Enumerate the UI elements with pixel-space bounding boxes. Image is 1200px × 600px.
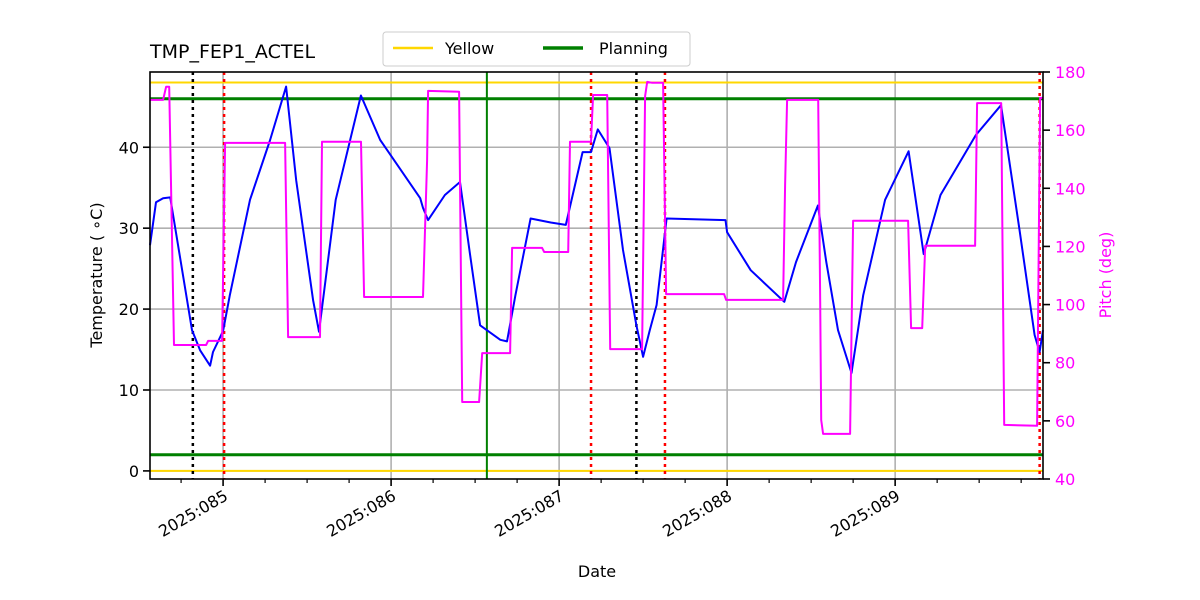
chart-title: TMP_FEP1_ACTEL (149, 41, 315, 63)
data-series (149, 80, 1044, 435)
legend-box (382, 31, 691, 67)
y-right-tick-label: 160 (1055, 121, 1086, 140)
y-right-tick-label: 60 (1055, 412, 1075, 431)
legend-label-yellow: Yellow (444, 39, 494, 58)
x-axis-label: Date (578, 562, 616, 581)
legend: Yellow Planning (382, 31, 691, 67)
y-right-tick-label: 80 (1055, 354, 1075, 373)
y-right-tick-label: 180 (1055, 63, 1086, 82)
y-axis-label-right: Pitch (deg) (1096, 232, 1115, 319)
temperature-line (149, 85, 1044, 374)
limit-lines (150, 81, 1043, 472)
y-tick-label: 0 (129, 462, 139, 481)
axes-frame (149, 71, 1044, 480)
y-axis-ticks-left: 0 10 20 30 40 (119, 138, 150, 481)
y-right-tick-label: 120 (1055, 237, 1086, 256)
y-right-tick-label: 40 (1055, 470, 1075, 489)
y-axis-label-left: Temperature ( ∘C) (87, 202, 106, 348)
y-tick-label: 40 (119, 138, 139, 157)
legend-label-planning: Planning (599, 39, 668, 58)
y-axis-ticks-right: 40 60 80 100 120 140 160 180 (1043, 63, 1086, 489)
y-tick-label: 10 (119, 381, 139, 400)
y-right-tick-label: 100 (1055, 296, 1086, 315)
y-right-tick-label: 140 (1055, 179, 1086, 198)
y-tick-label: 30 (119, 219, 139, 238)
y-tick-label: 20 (119, 300, 139, 319)
pitch-line (150, 80, 1043, 435)
